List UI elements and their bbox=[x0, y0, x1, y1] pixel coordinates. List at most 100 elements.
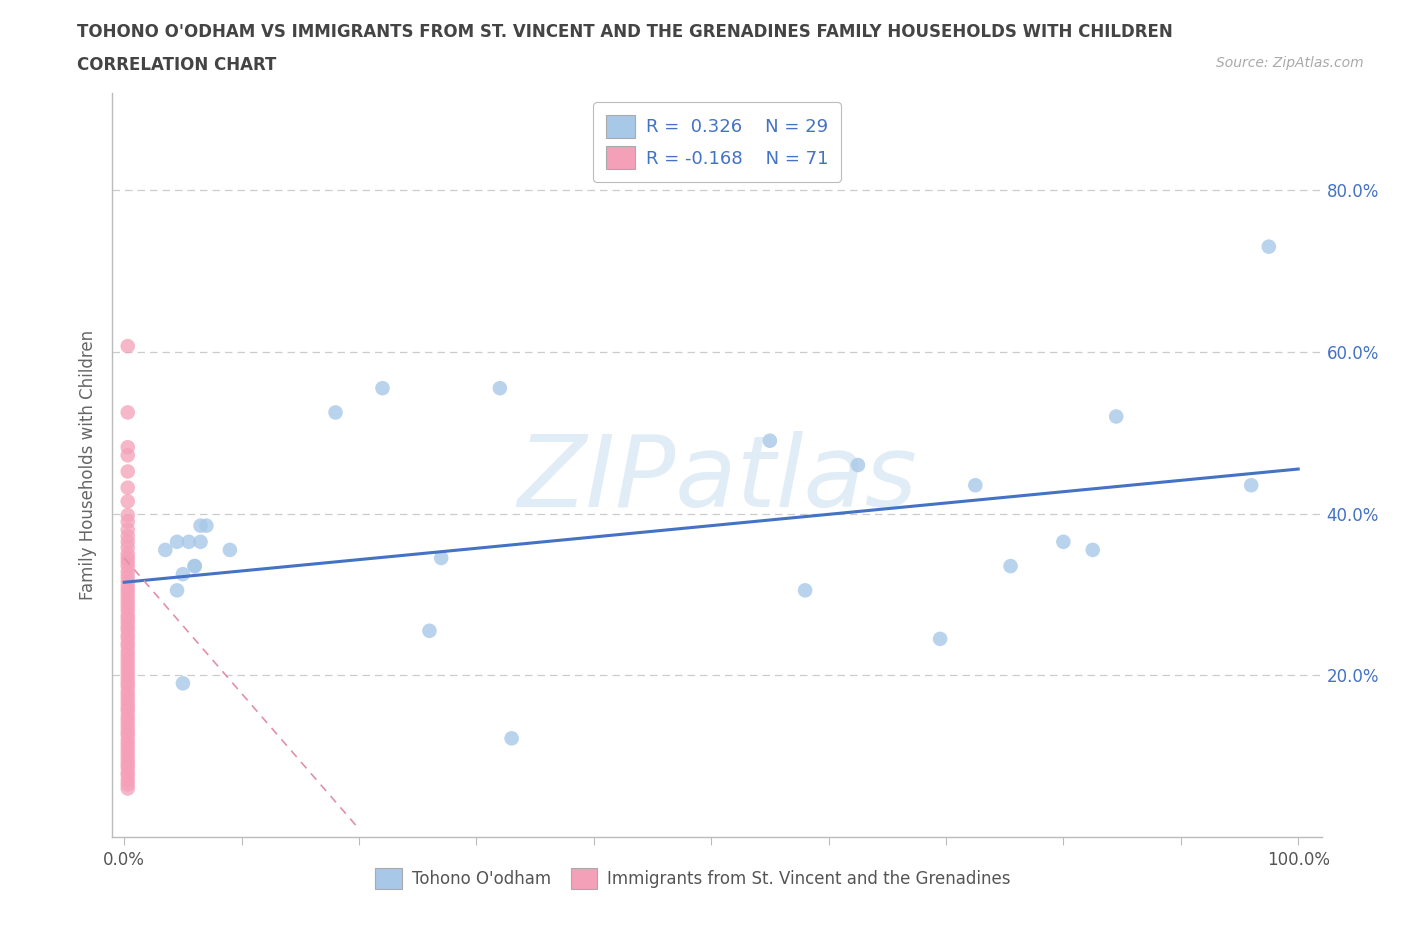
Point bbox=[117, 697, 139, 711]
Point bbox=[117, 565, 139, 579]
Point bbox=[117, 733, 139, 748]
Point bbox=[117, 752, 139, 767]
Point bbox=[117, 514, 139, 529]
Point bbox=[117, 547, 139, 562]
Point bbox=[117, 619, 139, 634]
Point bbox=[183, 559, 205, 574]
Point bbox=[117, 535, 139, 550]
Point bbox=[117, 494, 139, 509]
Point bbox=[117, 480, 139, 495]
Point bbox=[117, 777, 139, 791]
Text: CORRELATION CHART: CORRELATION CHART bbox=[77, 56, 277, 73]
Point bbox=[846, 458, 869, 472]
Point bbox=[195, 518, 218, 533]
Point bbox=[190, 535, 212, 550]
Point bbox=[117, 587, 139, 602]
Point bbox=[1000, 559, 1022, 574]
Point bbox=[117, 574, 139, 589]
Point bbox=[155, 542, 177, 557]
Point bbox=[117, 737, 139, 751]
Point bbox=[117, 591, 139, 605]
Point bbox=[117, 668, 139, 683]
Point bbox=[117, 405, 139, 419]
Point bbox=[117, 757, 139, 772]
Point bbox=[117, 644, 139, 658]
Point bbox=[117, 540, 139, 555]
Point bbox=[929, 631, 952, 646]
Point bbox=[117, 692, 139, 707]
Point bbox=[172, 676, 194, 691]
Point bbox=[117, 700, 139, 715]
Point bbox=[1052, 535, 1074, 550]
Point bbox=[117, 554, 139, 569]
Point bbox=[117, 635, 139, 650]
Point bbox=[117, 508, 139, 523]
Point bbox=[1081, 542, 1104, 557]
Point bbox=[117, 440, 139, 455]
Point bbox=[325, 405, 347, 419]
Point bbox=[117, 639, 139, 654]
Point bbox=[218, 542, 240, 557]
Point bbox=[117, 684, 139, 698]
Point bbox=[117, 559, 139, 574]
Point bbox=[117, 721, 139, 736]
Point bbox=[117, 523, 139, 538]
Text: ZIPatlas: ZIPatlas bbox=[517, 432, 917, 528]
Point bbox=[117, 631, 139, 645]
Point bbox=[965, 478, 987, 493]
Point bbox=[117, 569, 139, 584]
Point bbox=[117, 659, 139, 674]
Point bbox=[117, 745, 139, 760]
Text: TOHONO O'ODHAM VS IMMIGRANTS FROM ST. VINCENT AND THE GRENADINES FAMILY HOUSEHOL: TOHONO O'ODHAM VS IMMIGRANTS FROM ST. VI… bbox=[77, 23, 1173, 41]
Point bbox=[117, 647, 139, 662]
Point bbox=[117, 749, 139, 764]
Point bbox=[117, 709, 139, 724]
Point bbox=[117, 448, 139, 463]
Point bbox=[117, 578, 139, 593]
Point bbox=[177, 535, 200, 550]
Point bbox=[117, 611, 139, 626]
Point bbox=[117, 676, 139, 691]
Point bbox=[117, 764, 139, 779]
Y-axis label: Family Households with Children: Family Households with Children bbox=[79, 330, 97, 600]
Point bbox=[418, 623, 440, 638]
Point bbox=[501, 731, 523, 746]
Point bbox=[117, 679, 139, 694]
Point bbox=[489, 380, 512, 395]
Point bbox=[1240, 478, 1263, 493]
Point bbox=[1257, 239, 1279, 254]
Point bbox=[117, 616, 139, 631]
Point bbox=[166, 583, 188, 598]
Text: Source: ZipAtlas.com: Source: ZipAtlas.com bbox=[1216, 56, 1364, 70]
Point bbox=[117, 464, 139, 479]
Point bbox=[117, 773, 139, 788]
Point bbox=[117, 529, 139, 544]
Point bbox=[117, 724, 139, 739]
Point bbox=[117, 599, 139, 614]
Point bbox=[117, 551, 139, 565]
Point bbox=[117, 716, 139, 731]
Point bbox=[117, 703, 139, 718]
Point bbox=[371, 380, 394, 395]
Point bbox=[117, 768, 139, 783]
Point bbox=[117, 727, 139, 742]
Point bbox=[117, 608, 139, 623]
Point bbox=[117, 664, 139, 679]
Point bbox=[190, 518, 212, 533]
Point bbox=[117, 628, 139, 643]
Point bbox=[117, 339, 139, 353]
Point bbox=[117, 712, 139, 727]
Point bbox=[117, 595, 139, 610]
Point bbox=[794, 583, 817, 598]
Point bbox=[759, 433, 782, 448]
Point bbox=[117, 656, 139, 671]
Point bbox=[117, 604, 139, 618]
Legend: Tohono O'odham, Immigrants from St. Vincent and the Grenadines: Tohono O'odham, Immigrants from St. Vinc… bbox=[368, 861, 1018, 896]
Point bbox=[117, 671, 139, 686]
Point bbox=[430, 551, 453, 565]
Point bbox=[117, 583, 139, 598]
Point bbox=[1105, 409, 1128, 424]
Point bbox=[117, 688, 139, 703]
Point bbox=[117, 622, 139, 637]
Point bbox=[117, 740, 139, 755]
